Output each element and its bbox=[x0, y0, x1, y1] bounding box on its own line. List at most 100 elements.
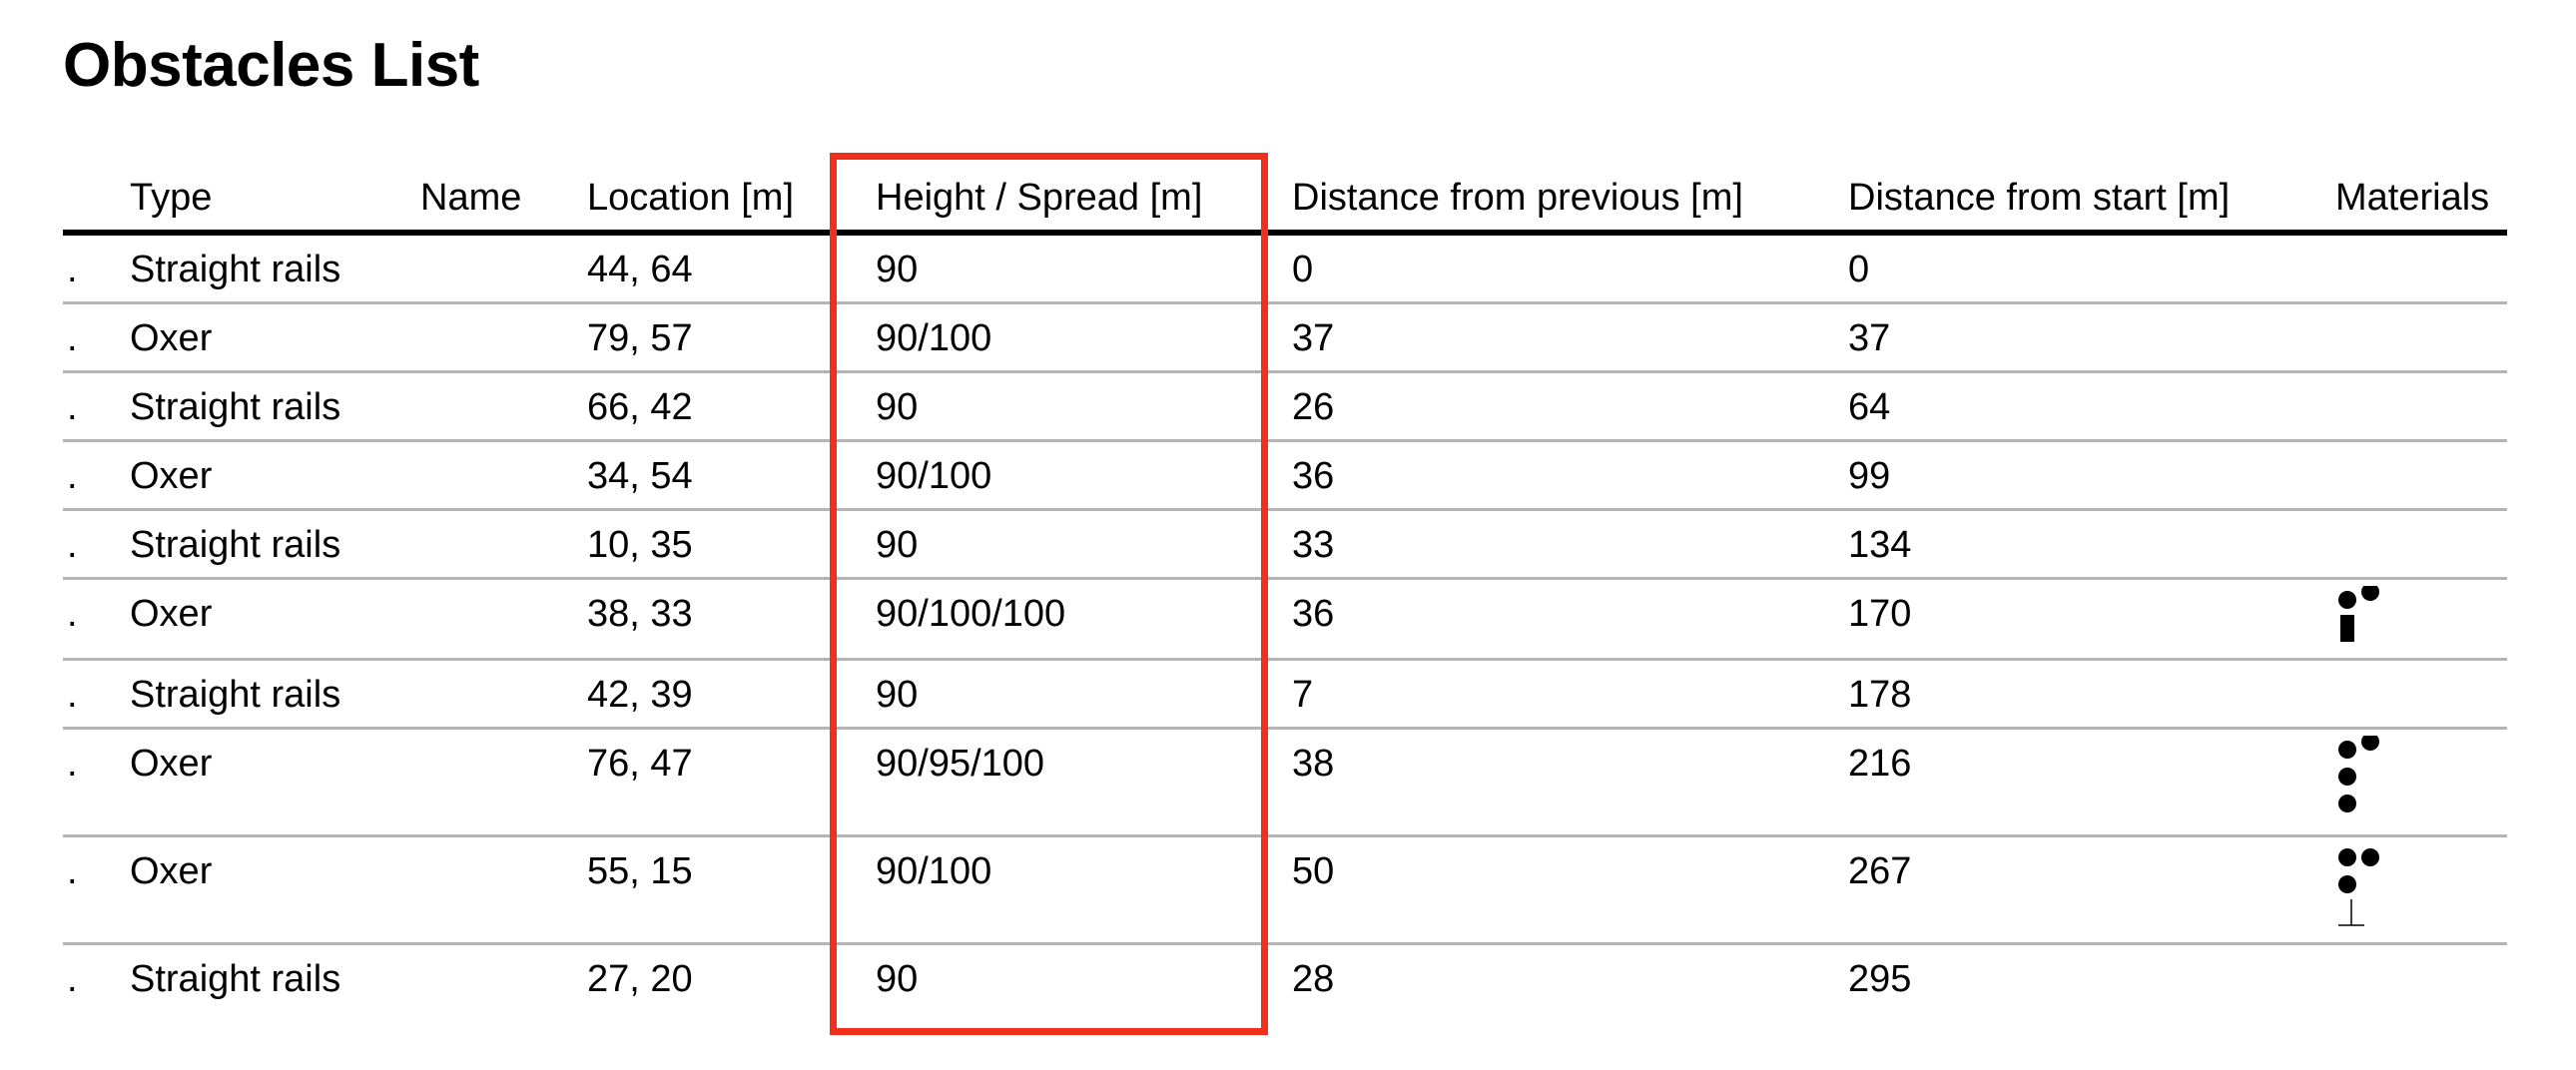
cell-location: 10, 35 bbox=[587, 509, 876, 580]
cell-height: 90/100 bbox=[876, 835, 1292, 945]
cell-distance-previous: 0 bbox=[1292, 233, 1848, 304]
column-header-height: Height / Spread [m] bbox=[876, 168, 1292, 236]
column-header-location: Location [m] bbox=[587, 168, 876, 236]
cell-type: Straight rails bbox=[130, 233, 420, 304]
cell-materials bbox=[2335, 440, 2507, 511]
rail-pole-icon bbox=[2338, 848, 2356, 866]
column-header-materials: Materials bbox=[2335, 168, 2507, 236]
cell-height: 90/100/100 bbox=[876, 578, 1292, 661]
cell-height: 90 bbox=[876, 509, 1292, 580]
cell-distance-previous: 36 bbox=[1292, 440, 1848, 511]
cell-location: 66, 42 bbox=[587, 371, 876, 442]
cell-location: 79, 57 bbox=[587, 302, 876, 373]
cell-name bbox=[420, 578, 587, 661]
cell-height: 90 bbox=[876, 233, 1292, 304]
row-marker: . bbox=[63, 728, 130, 837]
cell-name bbox=[420, 944, 587, 1012]
rail-pole-icon bbox=[2361, 736, 2379, 751]
cell-type: Straight rails bbox=[130, 371, 420, 442]
cell-materials bbox=[2335, 944, 2507, 1012]
cell-materials bbox=[2335, 659, 2507, 730]
cell-location: 44, 64 bbox=[587, 233, 876, 304]
cell-materials bbox=[2335, 371, 2507, 442]
materials-icon bbox=[2338, 848, 2379, 926]
cell-name bbox=[420, 509, 587, 580]
row-marker: . bbox=[63, 835, 130, 945]
cell-name bbox=[420, 728, 587, 837]
obstacles-table: Type Name Location [m] Height / Spread [… bbox=[63, 168, 2507, 1011]
cell-distance-start: 99 bbox=[1848, 440, 2335, 511]
cell-name bbox=[420, 233, 587, 304]
table-row: . Oxer 79, 57 90/100 37 37 bbox=[63, 302, 2507, 373]
row-marker: . bbox=[63, 509, 130, 580]
row-marker: . bbox=[63, 440, 130, 511]
cell-height: 90 bbox=[876, 958, 919, 1000]
cell-distance-start: 267 bbox=[1848, 835, 2335, 945]
cell-distance-start: 37 bbox=[1848, 302, 2335, 373]
cell-distance-start: 64 bbox=[1848, 371, 2335, 442]
column-header-marker bbox=[63, 168, 130, 236]
cell-distance-previous: 33 bbox=[1292, 509, 1848, 580]
table-row: . Oxer 55, 15 90/100 50 267 bbox=[63, 835, 2507, 945]
header-row: Type Name Location [m] Height / Spread [… bbox=[63, 168, 2507, 236]
rail-pole-icon bbox=[2361, 586, 2379, 601]
row-marker: . bbox=[67, 958, 78, 1000]
cell-name bbox=[420, 440, 587, 511]
plank-icon bbox=[2340, 615, 2354, 642]
cell-distance-previous: 36 bbox=[1292, 578, 1848, 661]
cell-distance-start: 134 bbox=[1848, 509, 2335, 580]
cell-name bbox=[420, 659, 587, 730]
cell-type: Oxer bbox=[130, 835, 420, 945]
column-header-distance-previous: Distance from previous [m] bbox=[1292, 168, 1848, 236]
cell-distance-start: 0 bbox=[1848, 233, 2335, 304]
table-row: . Straight rails 66, 42 90 26 64 bbox=[63, 371, 2507, 442]
materials-icon bbox=[2338, 586, 2379, 642]
cell-type: Straight rails bbox=[130, 958, 341, 1000]
cell-distance-start: 216 bbox=[1848, 728, 2335, 837]
column-header-type: Type bbox=[130, 168, 420, 236]
column-header-distance-start: Distance from start [m] bbox=[1848, 168, 2335, 236]
cell-materials bbox=[2335, 728, 2507, 837]
cell-name bbox=[420, 835, 587, 945]
table-row: . Straight rails 27, 20 90 28 295 bbox=[63, 944, 2507, 1012]
cell-materials bbox=[2335, 509, 2507, 580]
cell-materials bbox=[2335, 835, 2507, 945]
rail-pole-icon bbox=[2338, 768, 2356, 786]
cell-type: Oxer bbox=[130, 728, 420, 837]
rail-pole-icon bbox=[2338, 741, 2356, 759]
row-marker: . bbox=[63, 233, 130, 304]
cell-location: 38, 33 bbox=[587, 578, 876, 661]
table-row: . Straight rails 44, 64 90 0 0 bbox=[63, 233, 2507, 304]
cell-type: Oxer bbox=[130, 578, 420, 661]
cell-location: 34, 54 bbox=[587, 440, 876, 511]
row-marker: . bbox=[63, 578, 130, 661]
cell-height: 90 bbox=[876, 371, 1292, 442]
cell-materials bbox=[2335, 233, 2507, 304]
cell-name bbox=[420, 302, 587, 373]
cell-height: 90/100 bbox=[876, 302, 1292, 373]
cell-type: Oxer bbox=[130, 440, 420, 511]
cell-materials bbox=[2335, 578, 2507, 661]
cell-height: 90 bbox=[876, 659, 1292, 730]
cell-distance-start: 178 bbox=[1848, 659, 2335, 730]
cell-location: 55, 15 bbox=[587, 835, 876, 945]
table-row: . Straight rails 10, 35 90 33 134 bbox=[63, 509, 2507, 580]
materials-icon bbox=[2338, 736, 2379, 812]
cell-distance-previous: 7 bbox=[1292, 659, 1848, 730]
cell-location: 42, 39 bbox=[587, 659, 876, 730]
cell-distance-previous: 37 bbox=[1292, 302, 1848, 373]
cell-distance-previous: 26 bbox=[1292, 371, 1848, 442]
cell-distance-previous: 50 bbox=[1292, 835, 1848, 945]
page-title: Obstacles List bbox=[63, 31, 479, 100]
rail-pole-icon bbox=[2338, 875, 2356, 893]
cell-height: 90/100 bbox=[876, 440, 1292, 511]
cell-distance-start: 170 bbox=[1848, 578, 2335, 661]
cell-name bbox=[420, 371, 587, 442]
cell-location: 76, 47 bbox=[587, 728, 876, 837]
table-row: . Oxer 34, 54 90/100 36 99 bbox=[63, 440, 2507, 511]
cell-distance-previous: 28 bbox=[1292, 958, 1335, 1000]
column-header-name: Name bbox=[420, 168, 587, 236]
cell-type: Straight rails bbox=[130, 659, 420, 730]
table-row: . Oxer 76, 47 90/95/100 38 216 bbox=[63, 728, 2507, 837]
table-row: . Straight rails 42, 39 90 7 178 bbox=[63, 659, 2507, 730]
